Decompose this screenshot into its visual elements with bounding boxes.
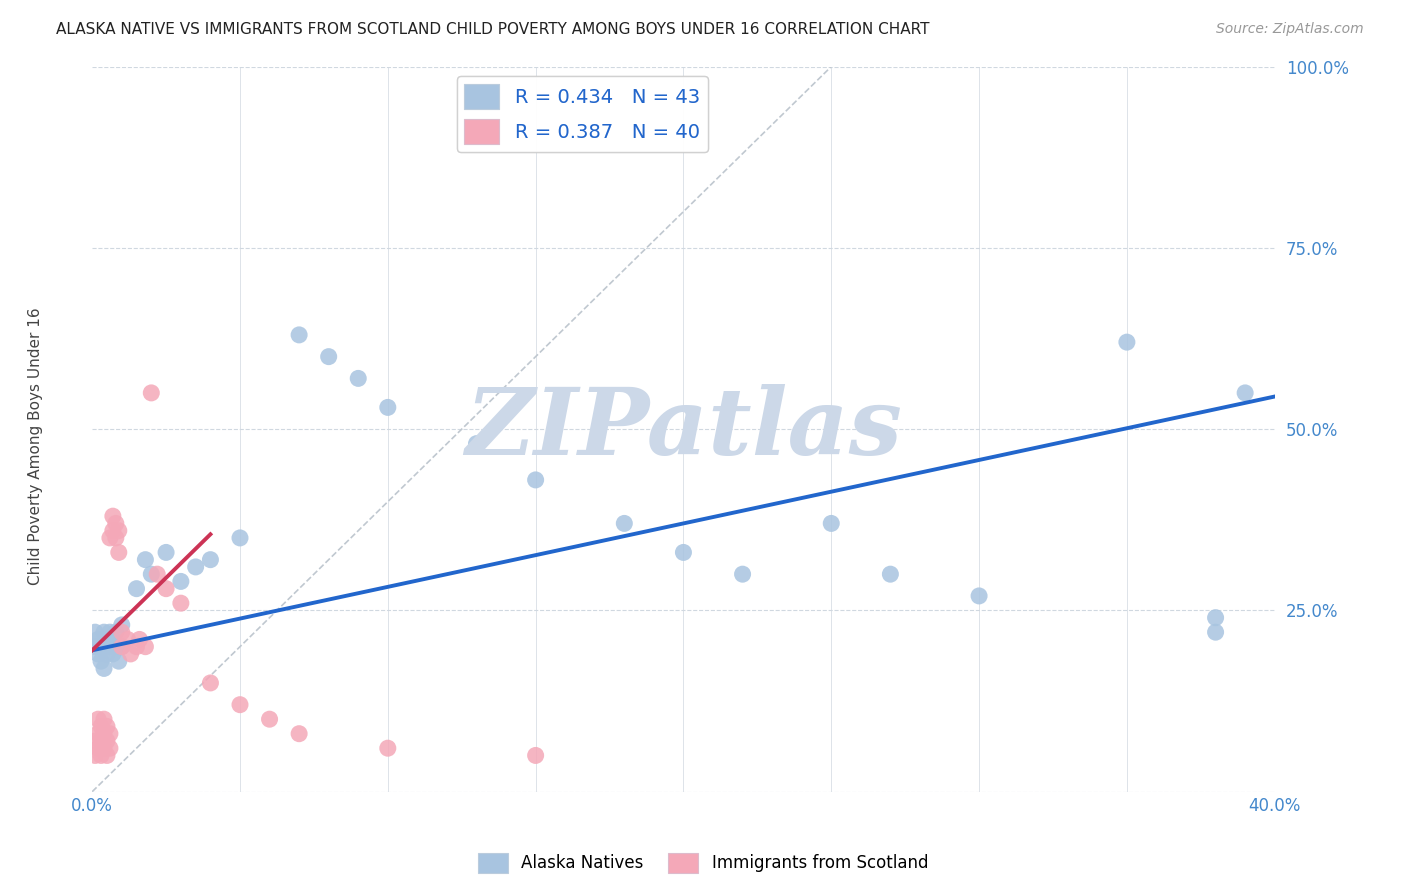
Point bbox=[134, 640, 156, 654]
Point bbox=[229, 698, 252, 712]
Point bbox=[155, 545, 177, 559]
Text: ALASKA NATIVE VS IMMIGRANTS FROM SCOTLAND CHILD POVERTY AMONG BOYS UNDER 16 CORR: ALASKA NATIVE VS IMMIGRANTS FROM SCOTLAN… bbox=[56, 22, 929, 37]
Legend: R = 0.434   N = 43, R = 0.387   N = 40: R = 0.434 N = 43, R = 0.387 N = 40 bbox=[457, 77, 707, 152]
Point bbox=[84, 640, 107, 654]
Point bbox=[93, 625, 115, 640]
Point bbox=[104, 516, 127, 531]
Point bbox=[84, 734, 107, 748]
Point bbox=[96, 647, 118, 661]
Point bbox=[96, 632, 118, 647]
Point bbox=[84, 748, 107, 763]
Point bbox=[524, 473, 547, 487]
Point bbox=[87, 727, 110, 741]
Point bbox=[90, 640, 112, 654]
Point bbox=[879, 567, 901, 582]
Point bbox=[347, 371, 370, 385]
Point bbox=[107, 654, 129, 668]
Point bbox=[93, 661, 115, 675]
Point bbox=[96, 748, 118, 763]
Point bbox=[120, 647, 142, 661]
Point bbox=[87, 647, 110, 661]
Point bbox=[125, 582, 148, 596]
Point bbox=[377, 741, 399, 756]
Point bbox=[96, 719, 118, 733]
Point bbox=[200, 676, 222, 690]
Point bbox=[104, 531, 127, 545]
Point bbox=[128, 632, 150, 647]
Point bbox=[93, 727, 115, 741]
Point bbox=[101, 647, 124, 661]
Point bbox=[111, 640, 134, 654]
Point bbox=[98, 625, 121, 640]
Point bbox=[731, 567, 754, 582]
Point bbox=[288, 727, 311, 741]
Point bbox=[98, 727, 121, 741]
Point bbox=[141, 385, 163, 400]
Point bbox=[90, 748, 112, 763]
Point bbox=[104, 625, 127, 640]
Point bbox=[98, 531, 121, 545]
Point bbox=[93, 712, 115, 726]
Point bbox=[1205, 625, 1227, 640]
Point bbox=[170, 574, 193, 589]
Legend: Alaska Natives, Immigrants from Scotland: Alaska Natives, Immigrants from Scotland bbox=[471, 847, 935, 880]
Point bbox=[259, 712, 281, 726]
Point bbox=[107, 524, 129, 538]
Point bbox=[87, 632, 110, 647]
Text: ZIPatlas: ZIPatlas bbox=[465, 384, 901, 475]
Point bbox=[200, 552, 222, 566]
Point bbox=[184, 560, 207, 574]
Point bbox=[146, 567, 169, 582]
Point bbox=[465, 436, 488, 450]
Point bbox=[141, 567, 163, 582]
Point bbox=[1205, 610, 1227, 624]
Point bbox=[101, 524, 124, 538]
Point bbox=[524, 748, 547, 763]
Point bbox=[672, 545, 695, 559]
Point bbox=[1115, 335, 1137, 350]
Point bbox=[613, 516, 636, 531]
Point bbox=[84, 625, 107, 640]
Point bbox=[90, 734, 112, 748]
Point bbox=[98, 640, 121, 654]
Point bbox=[820, 516, 842, 531]
Point bbox=[377, 401, 399, 415]
Point bbox=[288, 327, 311, 342]
Point bbox=[93, 741, 115, 756]
Point bbox=[87, 741, 110, 756]
Point bbox=[101, 509, 124, 524]
Point bbox=[967, 589, 990, 603]
Point bbox=[134, 552, 156, 566]
Point bbox=[155, 582, 177, 596]
Point bbox=[229, 531, 252, 545]
Point bbox=[111, 618, 134, 632]
Point bbox=[107, 545, 129, 559]
Point bbox=[90, 719, 112, 733]
Point bbox=[125, 640, 148, 654]
Point bbox=[87, 712, 110, 726]
Point bbox=[1234, 385, 1257, 400]
Point bbox=[111, 640, 134, 654]
Point bbox=[318, 350, 340, 364]
Text: Source: ZipAtlas.com: Source: ZipAtlas.com bbox=[1216, 22, 1364, 37]
Point bbox=[111, 625, 134, 640]
Text: Child Poverty Among Boys Under 16: Child Poverty Among Boys Under 16 bbox=[28, 307, 42, 585]
Point bbox=[101, 632, 124, 647]
Point bbox=[96, 734, 118, 748]
Point bbox=[104, 640, 127, 654]
Point bbox=[170, 596, 193, 610]
Point bbox=[90, 654, 112, 668]
Point bbox=[117, 632, 139, 647]
Point bbox=[98, 741, 121, 756]
